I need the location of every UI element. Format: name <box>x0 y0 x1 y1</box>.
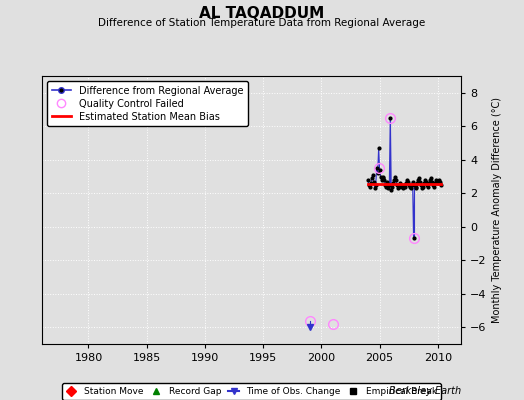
Text: Difference of Station Temperature Data from Regional Average: Difference of Station Temperature Data f… <box>99 18 425 28</box>
Y-axis label: Monthly Temperature Anomaly Difference (°C): Monthly Temperature Anomaly Difference (… <box>492 97 502 323</box>
Text: Berkeley Earth: Berkeley Earth <box>389 386 461 396</box>
Legend: Station Move, Record Gap, Time of Obs. Change, Empirical Break: Station Move, Record Gap, Time of Obs. C… <box>62 383 441 400</box>
Text: AL TAQADDUM: AL TAQADDUM <box>199 6 325 21</box>
